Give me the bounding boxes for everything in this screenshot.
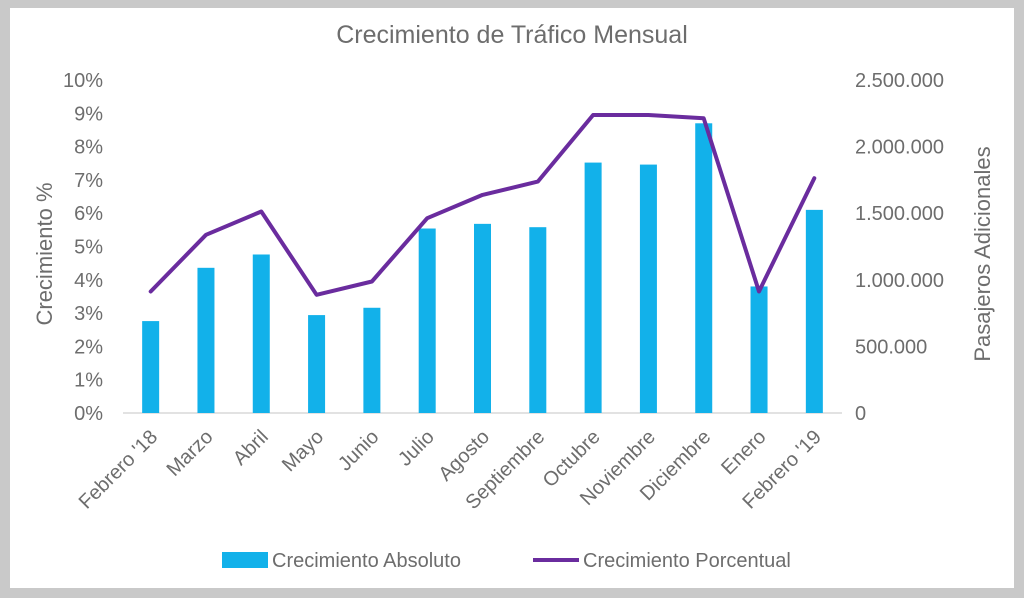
y-right-tick-label: 500.000 — [855, 336, 927, 358]
bar — [805, 209, 823, 413]
y-axis-left-ticks: 0% 1% 2% 3% 4% 5% 6% 7% 8% 9% 10% — [63, 70, 103, 425]
y-left-tick-label: 3% — [74, 303, 103, 325]
line-series — [148, 113, 817, 297]
y-left-tick-label: 6% — [74, 203, 103, 225]
x-tick-label: Abril — [229, 426, 273, 470]
chart-title: Crecimiento de Tráfico Mensual — [336, 21, 688, 49]
chart: Crecimiento de Tráfico Mensual Crecimien… — [32, 21, 995, 572]
x-tick-label: Mayo — [278, 426, 328, 476]
bar — [363, 307, 381, 413]
legend-label-bar: Crecimiento Absoluto — [272, 550, 461, 572]
bar-series — [142, 123, 823, 413]
y-right-tick-label: 2.000.000 — [855, 137, 944, 159]
y-right-tick-label: 1.500.000 — [855, 203, 944, 225]
bar — [142, 321, 160, 413]
y-right-tick-label: 1.000.000 — [855, 270, 944, 292]
y-left-tick-label: 10% — [63, 70, 103, 92]
bar — [308, 315, 326, 413]
y-axis-left-label: Crecimiento % — [32, 182, 57, 325]
y-left-tick-label: 9% — [74, 103, 103, 125]
y-right-tick-label: 2.500.000 — [855, 70, 944, 92]
chart-frame: Crecimiento de Tráfico Mensual Crecimien… — [10, 8, 1014, 588]
bar — [418, 228, 436, 413]
x-tick-label: Junio — [334, 426, 383, 475]
legend-swatch-bar — [222, 552, 268, 568]
bar — [695, 123, 713, 413]
y-right-tick-label: 0 — [855, 403, 866, 425]
y-left-tick-label: 8% — [74, 137, 103, 159]
bar — [529, 227, 547, 413]
y-left-tick-label: 5% — [74, 237, 103, 259]
bar — [197, 267, 215, 413]
x-tick-label: Marzo — [163, 426, 218, 481]
bar — [639, 164, 657, 413]
legend-label-line: Crecimiento Porcentual — [583, 550, 791, 572]
x-axis-ticks: Febrero '18 Marzo Abril Mayo Junio JulioAgost… — [75, 426, 826, 514]
y-left-tick-label: 2% — [74, 336, 103, 358]
y-axis-right-ticks: 0 500.000 1.000.000 1.500.000 2.000.000 2.500… — [855, 70, 944, 425]
bar — [584, 162, 602, 413]
y-left-tick-label: 1% — [74, 370, 103, 392]
y-left-tick-label: 7% — [74, 170, 103, 192]
y-axis-right-label: Pasajeros Adicionales — [970, 146, 995, 361]
x-tick-label: Julio — [394, 426, 439, 471]
y-left-tick-label: 4% — [74, 270, 103, 292]
bar — [252, 254, 270, 413]
x-tick-label: Enero — [717, 426, 770, 479]
legend: Crecimiento Absoluto Crecimiento Porcentu… — [222, 550, 791, 572]
x-tick-label: Febrero '18 — [75, 426, 162, 513]
bar — [750, 286, 768, 413]
y-left-tick-label: 0% — [74, 403, 103, 425]
bar — [474, 223, 491, 413]
